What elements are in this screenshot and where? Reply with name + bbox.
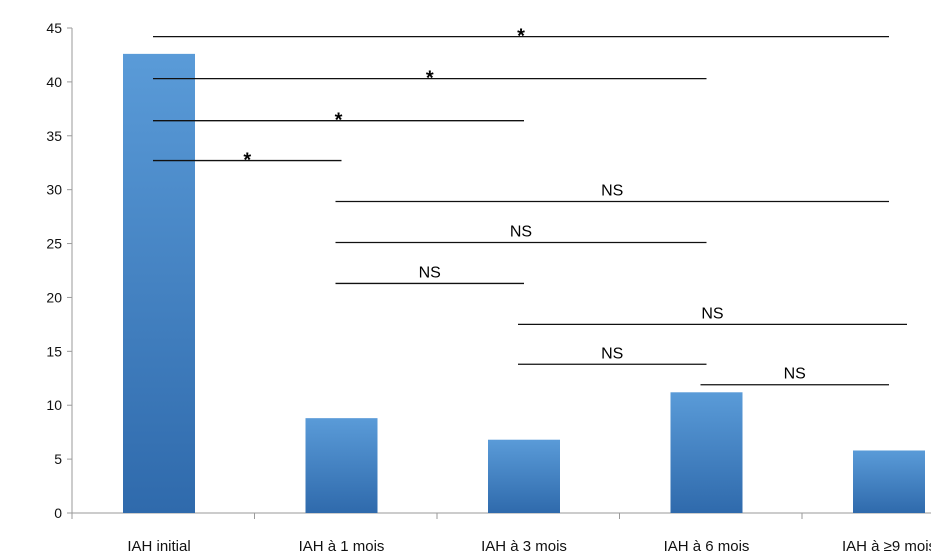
comparison-label: * — [426, 68, 434, 90]
comparison-label: NS — [510, 223, 532, 240]
comparison-label: NS — [701, 305, 723, 322]
y-tick-label: 40 — [46, 74, 62, 90]
y-tick-label: 35 — [46, 128, 62, 144]
y-tick-label: 5 — [54, 451, 62, 467]
y-tick-label: 30 — [46, 182, 62, 198]
x-tick-label: IAH à ≥9 mois — [842, 538, 931, 555]
comparison-label: NS — [784, 366, 806, 383]
y-tick-label: 15 — [46, 343, 62, 359]
y-tick-label: 45 — [46, 20, 62, 36]
y-tick-label: 0 — [54, 505, 62, 521]
comparison-label: * — [335, 110, 343, 132]
comparison-label: * — [243, 150, 251, 172]
comparison-label: NS — [419, 264, 441, 281]
bar — [305, 418, 378, 513]
bar — [670, 392, 743, 513]
x-tick-label: IAH à 1 mois — [299, 538, 385, 555]
comparison-label: NS — [601, 345, 623, 362]
bar — [488, 439, 560, 513]
axes: 0 5 10 15 20 25 30 35 40 45 IAH initial IAH à 1 moi… — [46, 20, 931, 555]
bars — [123, 53, 925, 513]
bar — [123, 53, 195, 513]
comparison-label: * — [517, 26, 525, 48]
x-tick-label: IAH à 6 mois — [664, 538, 750, 555]
x-tick-label: IAH initial — [127, 538, 190, 555]
y-tick-label: 20 — [46, 289, 62, 305]
comparison-label: NS — [601, 183, 623, 200]
x-tick-label: IAH à 3 mois — [481, 538, 567, 555]
significance-brackets: * * * * NS NS NS NS NS NS — [153, 26, 907, 386]
y-tick-label: 10 — [46, 397, 62, 413]
bar — [853, 450, 925, 513]
y-tick-label: 25 — [46, 236, 62, 252]
